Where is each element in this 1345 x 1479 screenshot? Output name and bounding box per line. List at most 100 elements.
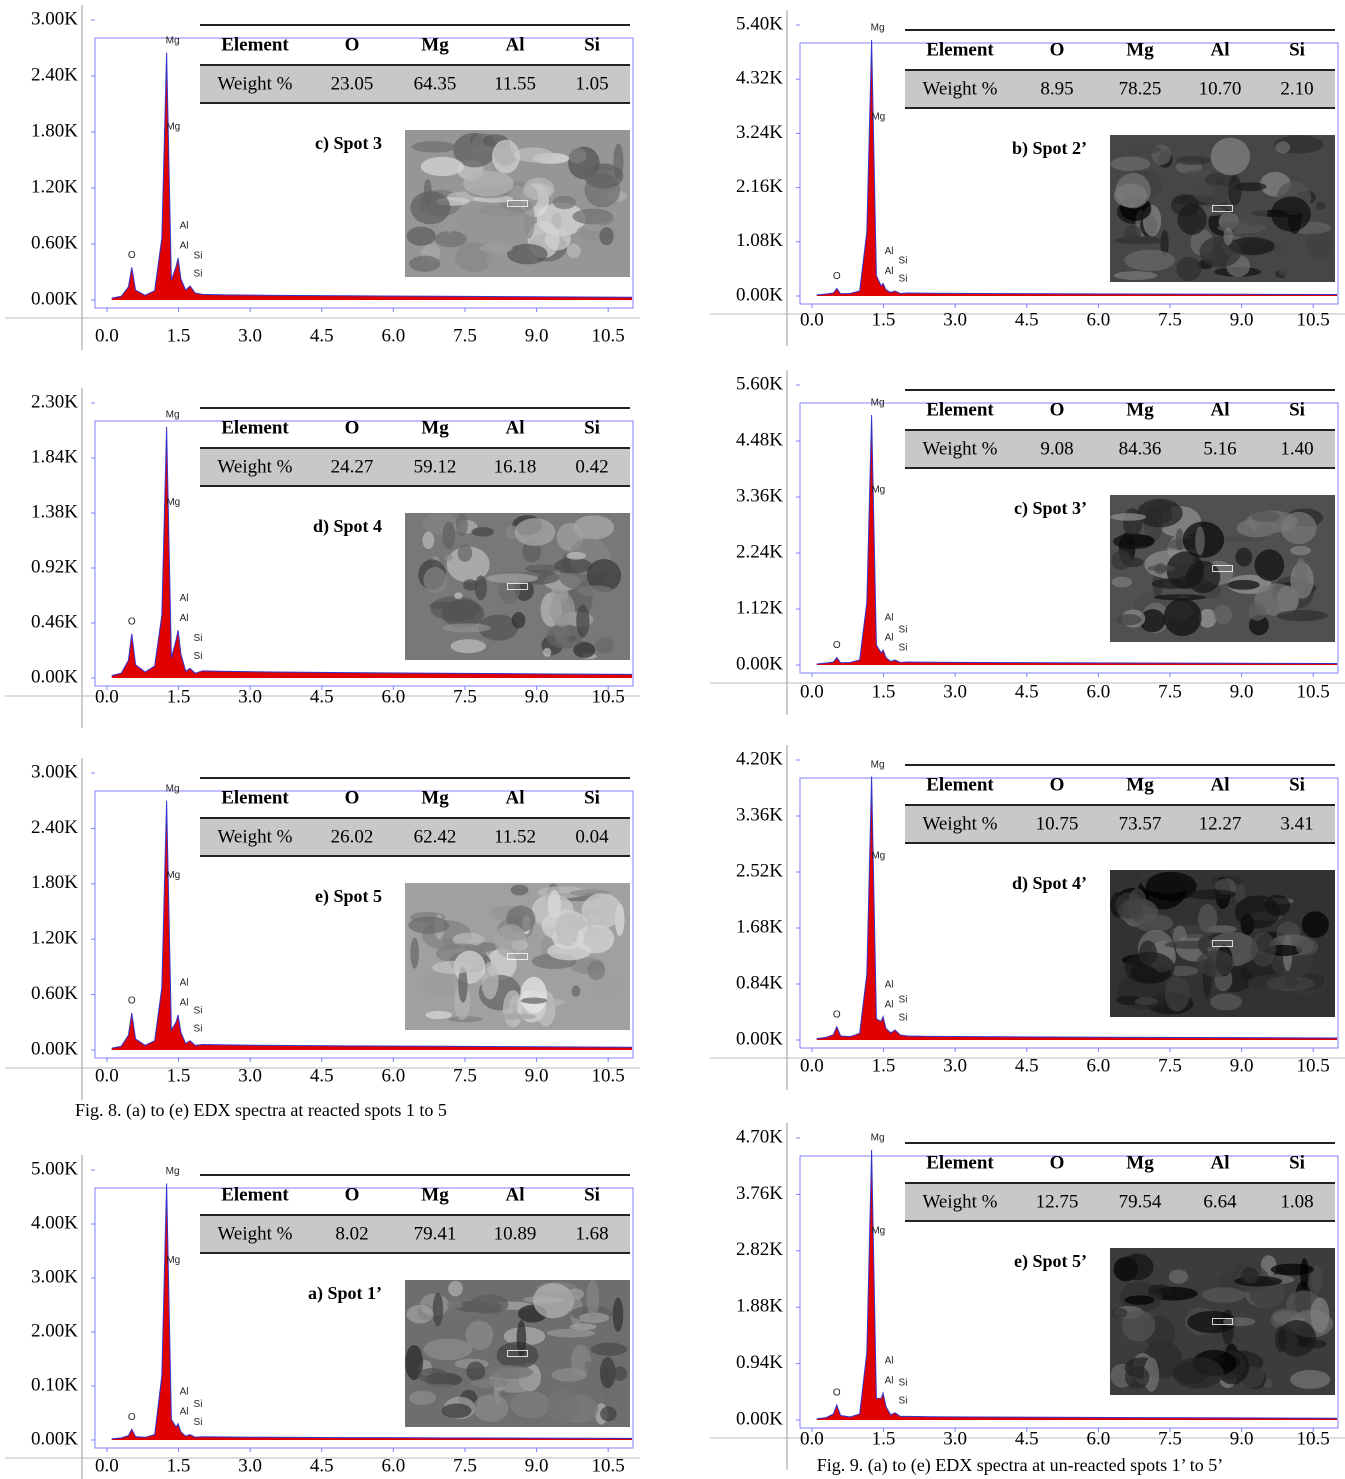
table-cell: 12.27: [1199, 813, 1242, 834]
sem-texture: [1256, 523, 1275, 537]
peak-label: Al: [885, 1356, 894, 1367]
sem-texture: [571, 985, 581, 997]
table-row-bg: [200, 448, 630, 486]
y-tick-label: 1.84K: [31, 446, 78, 467]
y-tick-label: 4.20K: [736, 748, 783, 769]
sem-texture: [411, 141, 457, 153]
sem-texture: [1110, 156, 1151, 172]
y-tick-label: 4.70K: [736, 1126, 783, 1147]
peak-label: Mg: [166, 1255, 180, 1266]
sem-texture: [1187, 1310, 1237, 1334]
sem-texture: [498, 1390, 507, 1398]
table-row-bg: [905, 805, 1335, 843]
sem-texture: [577, 585, 613, 597]
sem-texture: [546, 1388, 580, 1425]
peak-label: Mg: [166, 410, 180, 421]
spot-title: b) Spot 2’: [1012, 138, 1087, 159]
sem-texture: [457, 544, 473, 562]
x-tick-label: 3.0: [238, 1455, 262, 1476]
peak-label: Si: [899, 1377, 908, 1388]
sem-texture: [423, 1338, 473, 1361]
y-tick-label: 0.00K: [31, 1428, 78, 1449]
sem-texture: [1270, 196, 1311, 232]
sem-texture: [581, 893, 623, 929]
x-tick-label: 7.5: [453, 686, 477, 707]
plot-frame: [799, 1155, 1339, 1429]
sem-texture: [1275, 141, 1291, 154]
x-tick-label: 4.5: [1015, 1428, 1039, 1449]
sem-texture: [1122, 508, 1143, 538]
y-tick-label: 1.20K: [31, 176, 78, 197]
y-tick-label: 1.80K: [31, 120, 78, 141]
peak-label: O: [833, 1009, 841, 1020]
sem-texture: [1145, 871, 1197, 902]
table-header: Mg: [421, 787, 449, 808]
table-header: Element: [926, 1152, 994, 1173]
sem-texture: [432, 960, 473, 974]
table-header: O: [345, 34, 360, 55]
sem-texture: [613, 1366, 627, 1381]
table-cell: 8.02: [335, 1223, 368, 1244]
peak-label: Al: [885, 979, 894, 990]
table-row-bg: [200, 1215, 630, 1253]
y-tick-label: 0.92K: [31, 556, 78, 577]
sem-image: [1110, 870, 1335, 1017]
x-tick-label: 4.5: [1015, 681, 1039, 702]
sem-texture: [1111, 576, 1133, 588]
y-tick-label: 0.00K: [736, 653, 783, 674]
peak-label: Si: [899, 1395, 908, 1406]
y-tick-label: 3.24K: [736, 122, 783, 143]
sem-texture: [1204, 172, 1236, 187]
x-tick-label: 9.0: [1230, 309, 1254, 330]
table-header: Si: [1289, 39, 1305, 60]
sem-texture: [448, 1280, 463, 1297]
y-tick-label: 0.00K: [31, 1038, 78, 1059]
sem-texture: [434, 230, 467, 248]
y-tick-label: 2.00K: [31, 1320, 78, 1341]
table-cell: 59.12: [414, 456, 457, 477]
sem-texture: [478, 614, 519, 641]
peak-label: Si: [194, 651, 203, 662]
table-header: Si: [584, 1184, 600, 1205]
y-tick-label: 1.68K: [736, 916, 783, 937]
sem-texture: [455, 513, 468, 537]
x-tick-label: 10.5: [1297, 309, 1330, 330]
sem-image: [1110, 135, 1335, 282]
sem-texture: [1222, 1317, 1256, 1327]
sem-texture: [417, 1367, 448, 1384]
spectrum-area: [816, 1150, 1338, 1420]
x-tick-label: 4.5: [310, 1455, 334, 1476]
spot-title: d) Spot 4: [313, 516, 382, 537]
sem-texture: [469, 1294, 509, 1315]
peak-label: Al: [180, 978, 189, 989]
sem-texture: [408, 1390, 436, 1406]
sem-texture: [1249, 1279, 1287, 1308]
peak-label: Mg: [871, 1226, 885, 1237]
table-header: Element: [221, 1184, 289, 1205]
sem-texture: [423, 970, 456, 999]
sem-texture: [1251, 511, 1280, 523]
table-cell: Weight %: [218, 826, 293, 847]
y-tick-label: 1.20K: [31, 928, 78, 949]
y-tick-label: 3.76K: [736, 1183, 783, 1204]
sem-texture: [592, 975, 619, 997]
sem-texture: [471, 527, 494, 537]
sem-texture: [1151, 578, 1193, 589]
peak-label: Mg: [871, 398, 885, 409]
sem-texture: [1124, 224, 1142, 244]
x-tick-label: 9.0: [525, 1455, 549, 1476]
x-tick-label: 0.0: [800, 681, 824, 702]
table-header: Element: [926, 399, 994, 420]
table-header: O: [345, 417, 360, 438]
sem-texture: [1277, 1320, 1317, 1357]
sem-texture: [463, 170, 514, 197]
sem-texture: [520, 997, 548, 1004]
plot-frame: [799, 42, 1339, 305]
y-tick-label: 1.38K: [31, 501, 78, 522]
sem-texture: [1278, 266, 1324, 278]
sem-texture: [408, 916, 450, 934]
x-tick-label: 7.5: [453, 1455, 477, 1476]
table-cell: Weight %: [218, 1223, 293, 1244]
spectrum-area: [816, 415, 1338, 665]
table-cell: 1.68: [575, 1223, 608, 1244]
